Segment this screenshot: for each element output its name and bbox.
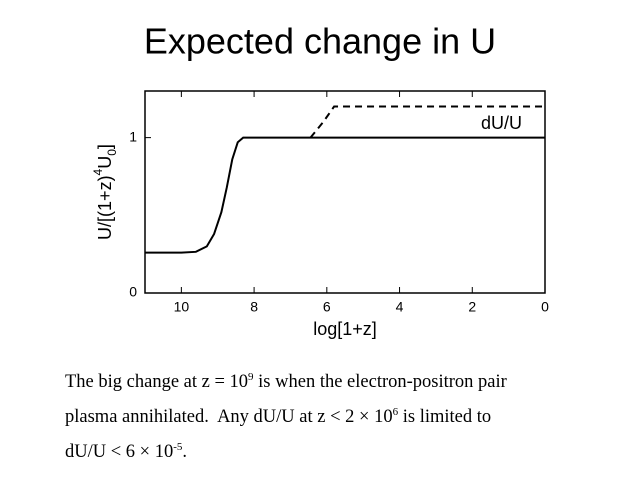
caption-line: dU/U < 6 × 10-5. xyxy=(65,432,507,467)
caption-text: is limited to xyxy=(398,407,492,428)
y-tick-label: 1 xyxy=(129,128,137,144)
plot-frame xyxy=(144,90,546,294)
x-tick-label: 4 xyxy=(396,299,404,315)
line xyxy=(309,105,545,139)
caption-line: plasma annihilated. Any dU/U at z < 2 × … xyxy=(65,397,507,432)
x-tick-label: 0 xyxy=(541,299,549,315)
superscript: 9 xyxy=(248,371,254,383)
caption: The big change at z = 109 is when the el… xyxy=(65,362,507,467)
superscript: -5 xyxy=(173,441,183,454)
y-axis-label-part: U/[(1+z) xyxy=(95,175,115,240)
caption-text: The big change at z = 10 xyxy=(65,372,249,393)
legend-label: dU/U xyxy=(481,113,522,133)
superscript: 6 xyxy=(392,406,399,419)
caption-text: dU/U < 6 × 10 xyxy=(65,442,174,463)
y-axis-label-part: 0 xyxy=(105,149,119,156)
chart: Expected change in U log[1+z] 10 8 6 4 2 001U… xyxy=(91,21,549,339)
y-tick-label: 0 xyxy=(129,284,137,300)
x-axis-label: log[1+z] xyxy=(313,319,377,339)
caption-line: The big change at z = 109 is when the el… xyxy=(65,362,507,397)
x-tick-label: 2 xyxy=(468,299,476,315)
y-axis-label: U/[(1+z)4U0] xyxy=(91,144,119,240)
chart-title: Expected change in U xyxy=(144,21,496,62)
caption-text: plasma annihilated. Any dU/U at z < 2 × … xyxy=(65,407,393,428)
x-tick-label: 6 xyxy=(323,299,331,315)
x-tick-label: 8 xyxy=(250,299,258,315)
caption-text: is when the electron-positron pair xyxy=(253,372,507,393)
y-axis-label-part: U xyxy=(95,156,115,169)
line xyxy=(145,136,545,254)
y-axis-label-part: ] xyxy=(95,144,115,149)
caption-text: . xyxy=(182,442,188,463)
x-tick-label: 10 xyxy=(174,299,190,315)
y-axis-label-part: 4 xyxy=(91,168,105,175)
